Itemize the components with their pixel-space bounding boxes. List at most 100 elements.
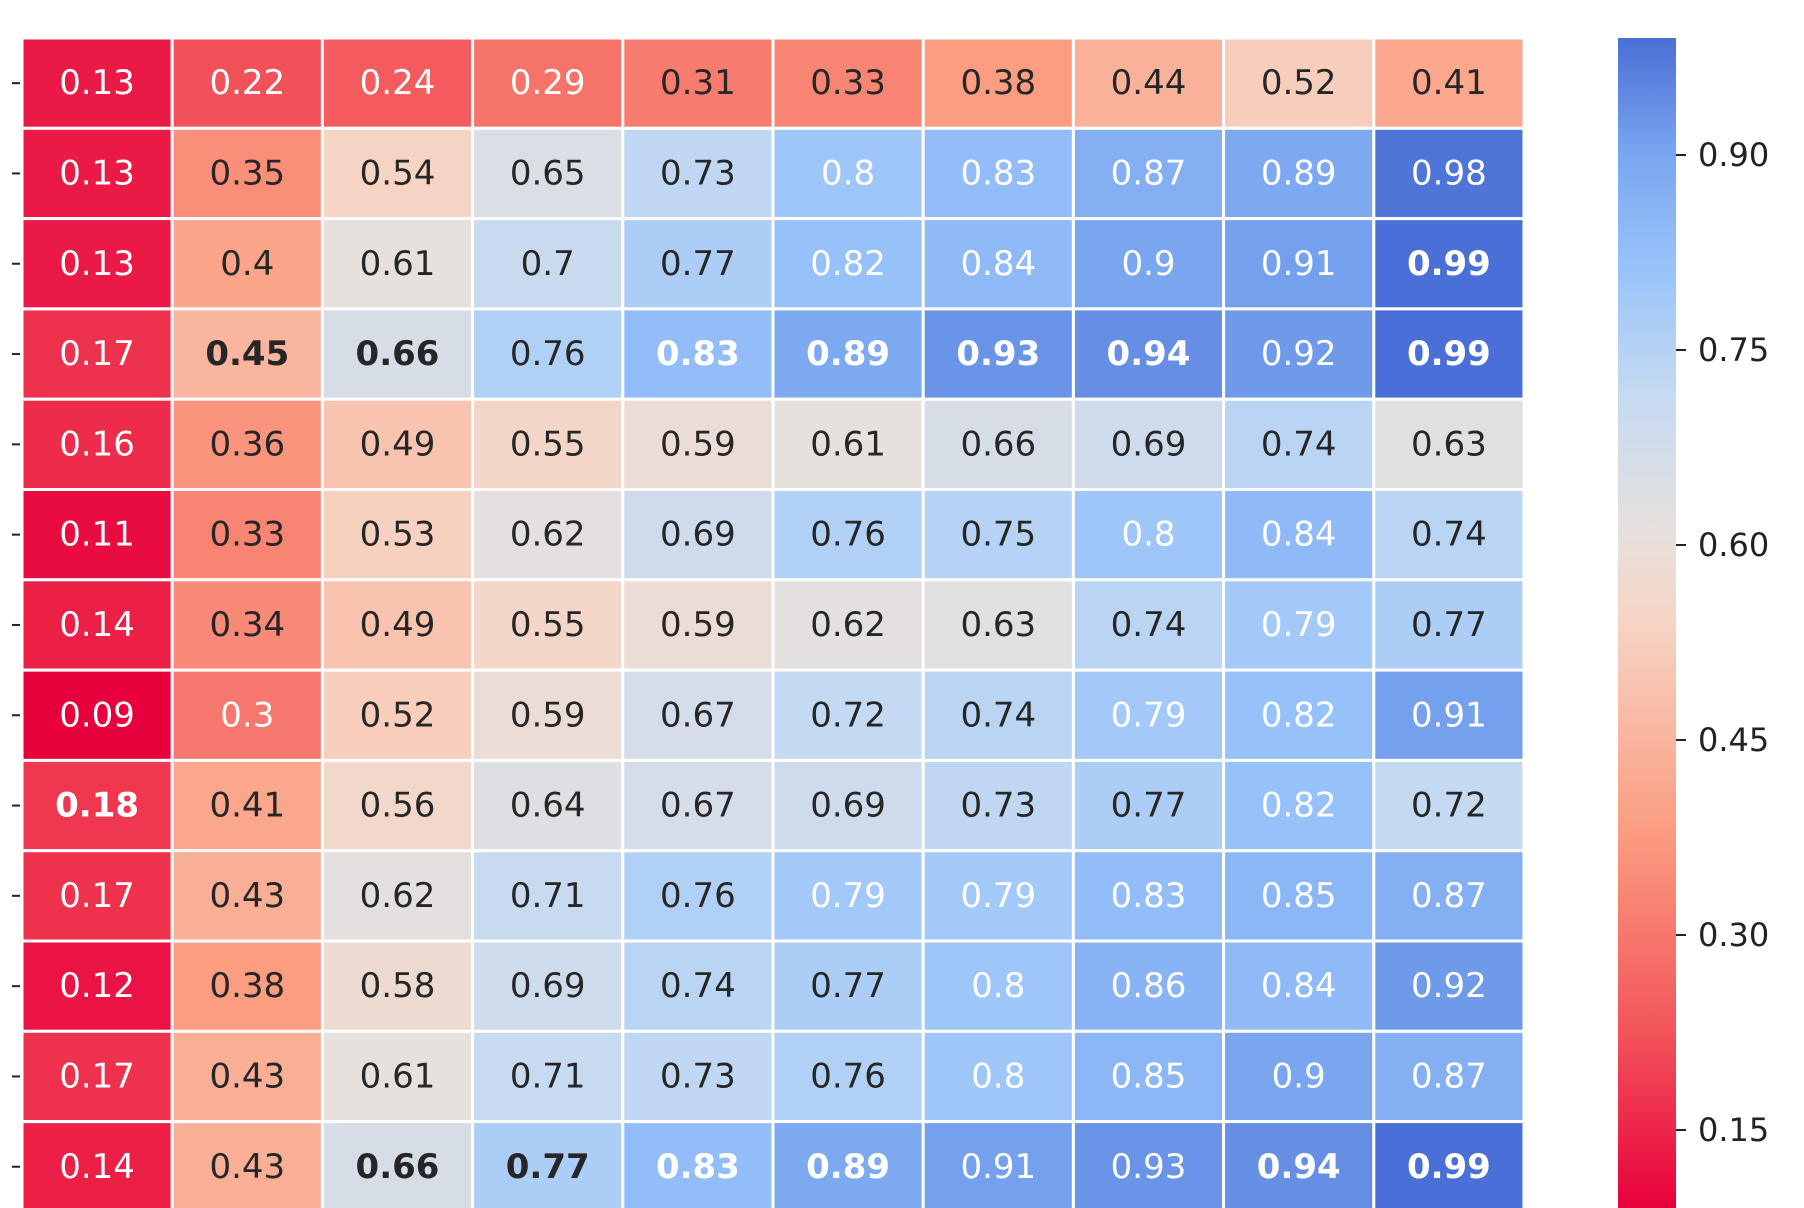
heatmap-cell-r10-c1 [170,939,324,1033]
heatmap-cell-r1-c8 [1222,126,1376,221]
heatmap-cell-r6-c8 [1222,578,1376,672]
cell-label-r1-c6: 0.83 [960,153,1036,193]
heatmap-cell-r9-c4 [621,849,775,943]
heatmap-cell-r2-c0 [20,217,174,311]
cell-label-r3-c2: 0.66 [356,334,440,374]
heatmap-cell-r7-c3 [471,668,625,762]
heatmap-cell-r12-c9 [1372,1120,1526,1208]
heatmap-cell-r8-c9 [1372,758,1526,853]
cell-label-r6-c9: 0.77 [1411,605,1487,645]
heatmap-cell-r3-c5 [771,307,925,401]
cell-label-r3-c8: 0.92 [1261,334,1337,374]
cell-label-r12-c1: 0.43 [209,1147,285,1187]
cell-label-r7-c7: 0.79 [1111,695,1187,735]
cell-label-r3-c6: 0.93 [956,334,1040,374]
cell-label-r9-c7: 0.83 [1111,876,1187,916]
cell-label-r6-c3: 0.55 [510,605,586,645]
heatmap-cell-r7-c8 [1222,668,1376,762]
heatmap-cell-r7-c6 [921,668,1075,762]
heatmap-cell-r5-c4 [621,488,775,582]
cell-label-r4-c0: 0.16 [59,424,135,464]
colorbar-tick-label-5: 0.90 [1698,136,1769,174]
cell-label-r4-c9: 0.63 [1411,424,1487,464]
cell-label-r8-c4: 0.67 [660,786,736,826]
heatmap-cell-r12-c3 [471,1120,625,1208]
heatmap-cell-r4-c8 [1222,397,1376,492]
heatmap-cell-r2-c9 [1372,217,1526,311]
cell-label-r3-c7: 0.94 [1107,334,1191,374]
cell-label-r3-c5: 0.89 [806,334,890,374]
cell-label-r8-c9: 0.72 [1411,786,1487,826]
cell-label-r10-c7: 0.86 [1111,966,1187,1006]
heatmap-cell-r4-c6 [921,397,1075,492]
cell-label-r8-c5: 0.69 [810,786,886,826]
cell-label-r0-c8: 0.52 [1261,63,1337,103]
cell-label-r5-c3: 0.62 [510,515,586,555]
cell-label-r2-c1: 0.4 [220,244,274,284]
cell-label-r5-c5: 0.76 [810,515,886,555]
heatmap-cell-r7-c5 [771,668,925,762]
cell-label-r9-c3: 0.71 [510,876,586,916]
cell-label-r12-c9: 0.99 [1407,1147,1491,1187]
heatmap-cell-r11-c9 [1372,1029,1526,1124]
heatmap-cell-r1-c6 [921,126,1075,221]
heatmap-cell-r5-c8 [1222,488,1376,582]
heatmap-cell-r8-c2 [320,758,475,853]
heatmap-cell-r12-c5 [771,1120,925,1208]
cell-label-r11-c7: 0.85 [1111,1056,1187,1096]
cell-label-r1-c7: 0.87 [1111,153,1187,193]
cell-label-r3-c0: 0.17 [59,334,135,374]
cell-label-r1-c1: 0.35 [209,153,285,193]
heatmap-cell-r0-c0 [20,36,174,130]
heatmap-cell-r11-c1 [170,1029,324,1124]
heatmap-cell-r10-c4 [621,939,775,1033]
cell-label-r8-c6: 0.73 [960,786,1036,826]
heatmap-cell-r11-c4 [621,1029,775,1124]
cell-label-r10-c0: 0.12 [59,966,135,1006]
cell-label-r2-c8: 0.91 [1261,244,1337,284]
cell-label-r11-c8: 0.9 [1272,1056,1326,1096]
cell-label-r4-c3: 0.55 [510,424,586,464]
cell-label-r3-c9: 0.99 [1407,334,1491,374]
cell-label-r4-c8: 0.74 [1261,424,1337,464]
cell-label-r12-c6: 0.91 [960,1147,1036,1187]
cell-label-r9-c9: 0.87 [1411,876,1487,916]
heatmap-cell-r5-c2 [320,488,475,582]
heatmap-cell-r1-c9 [1372,126,1526,221]
cell-label-r5-c6: 0.75 [960,515,1036,555]
cell-label-r11-c2: 0.61 [360,1056,436,1096]
cell-label-r1-c4: 0.73 [660,153,736,193]
cell-label-r5-c0: 0.11 [59,515,135,555]
cell-label-r4-c1: 0.36 [209,424,285,464]
cell-label-r7-c0: 0.09 [59,695,135,735]
cell-label-r7-c9: 0.91 [1411,695,1487,735]
cell-label-r2-c2: 0.61 [360,244,436,284]
cell-label-r3-c4: 0.83 [656,334,740,374]
colorbar: 0.15 0.30 0.45 0.60 0.75 0.90 [1618,38,1769,1208]
cell-label-r0-c4: 0.31 [660,63,736,103]
cell-label-r10-c4: 0.74 [660,966,736,1006]
cell-label-r6-c7: 0.74 [1111,605,1187,645]
cell-label-r7-c6: 0.74 [960,695,1036,735]
heatmap-cell-r5-c3 [471,488,625,582]
heatmap-cell-r2-c1 [170,217,324,311]
heatmap-cell-r9-c7 [1071,849,1226,943]
heatmap-cell-r8-c0 [20,758,174,853]
cell-label-r4-c2: 0.49 [360,424,436,464]
cell-label-r4-c7: 0.69 [1111,424,1187,464]
cell-label-r11-c0: 0.17 [59,1056,135,1096]
cell-label-r10-c3: 0.69 [510,966,586,1006]
cell-label-r9-c6: 0.79 [960,876,1036,916]
axis-ticks [12,82,20,1168]
heatmap-cell-r1-c7 [1071,126,1226,221]
heatmap-cell-r6-c0 [20,578,174,672]
cell-label-r12-c8: 0.94 [1257,1147,1341,1187]
heatmap-cell-r7-c4 [621,668,775,762]
cell-label-r2-c5: 0.82 [810,244,886,284]
cell-label-r6-c8: 0.79 [1261,605,1337,645]
cell-label-r12-c3: 0.77 [506,1147,590,1187]
cell-label-r0-c6: 0.38 [960,63,1036,103]
heatmap-cells: 0.13 0.22 0.24 0.29 0.31 0.33 0.38 0.44 0.52 0.41… [20,36,1526,1208]
heatmap-cell-r7-c7 [1071,668,1226,762]
heatmap-cell-r0-c9 [1372,36,1526,130]
